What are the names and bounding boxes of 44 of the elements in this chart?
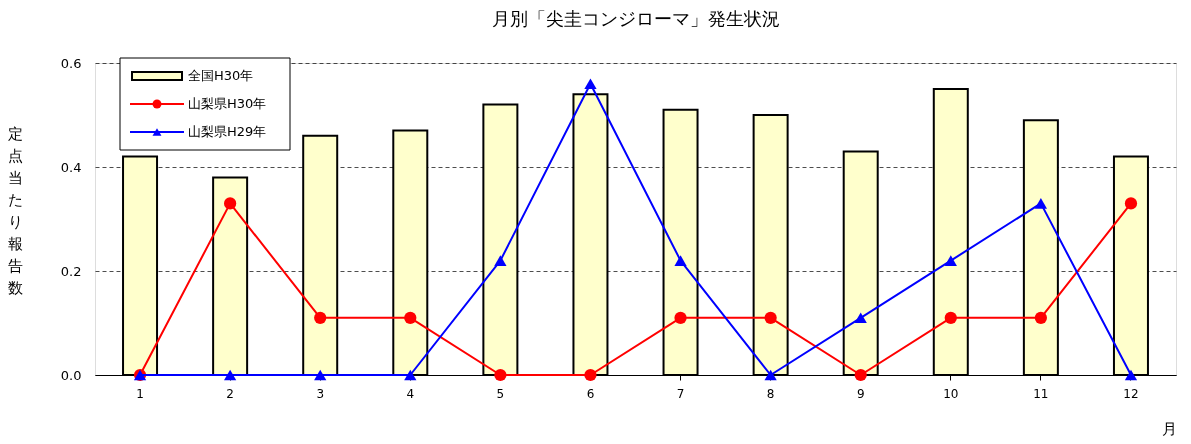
x-tick-label: 2: [226, 386, 234, 401]
x-axis-title: 月: [1161, 419, 1177, 438]
point: [1124, 197, 1138, 210]
x-tick-label: 8: [766, 386, 775, 401]
point: [674, 255, 687, 266]
point: [404, 369, 417, 381]
point: [584, 78, 597, 90]
point: [494, 368, 507, 382]
x-tick-label: 4: [406, 386, 415, 401]
x-tick-label: 7: [676, 386, 685, 401]
point: [764, 369, 777, 381]
x-tick-label: 10: [943, 386, 959, 401]
point: [764, 311, 777, 324]
point: [854, 312, 867, 324]
point: [224, 197, 237, 210]
point: [944, 255, 957, 266]
x-tick-label: 3: [316, 386, 325, 401]
y-tick-label: 0.2: [60, 263, 82, 279]
point: [584, 368, 597, 382]
point: [404, 311, 417, 324]
y-axis-title: 定点当たり報告数: [8, 124, 23, 297]
legend-label: 山梨県H29年: [188, 124, 267, 139]
point: [674, 311, 687, 324]
x-tick-label: 12: [1123, 386, 1139, 401]
point: [314, 311, 327, 324]
x-tick-label: 9: [856, 386, 865, 401]
x-tick-label: 11: [1033, 386, 1049, 401]
point: [1034, 311, 1047, 324]
point: [854, 368, 867, 382]
legend-label: 全国H30年: [188, 68, 254, 83]
point: [1034, 198, 1047, 209]
point: [224, 369, 237, 381]
chart-title: 月別「尖圭コンジローマ」発生状況: [491, 8, 780, 29]
point: [494, 255, 507, 266]
point: [314, 369, 327, 381]
y-tick-label: 0.0: [60, 367, 82, 383]
point: [944, 311, 957, 324]
x-tick-label: 6: [586, 386, 595, 401]
y-tick-label: 0.6: [60, 55, 82, 71]
y-tick-label: 0.4: [60, 159, 82, 175]
legend-label: 山梨県H30年: [188, 96, 267, 111]
point: [1124, 369, 1138, 381]
x-tick-label: 1: [136, 386, 144, 401]
x-tick-label: 5: [496, 386, 505, 401]
